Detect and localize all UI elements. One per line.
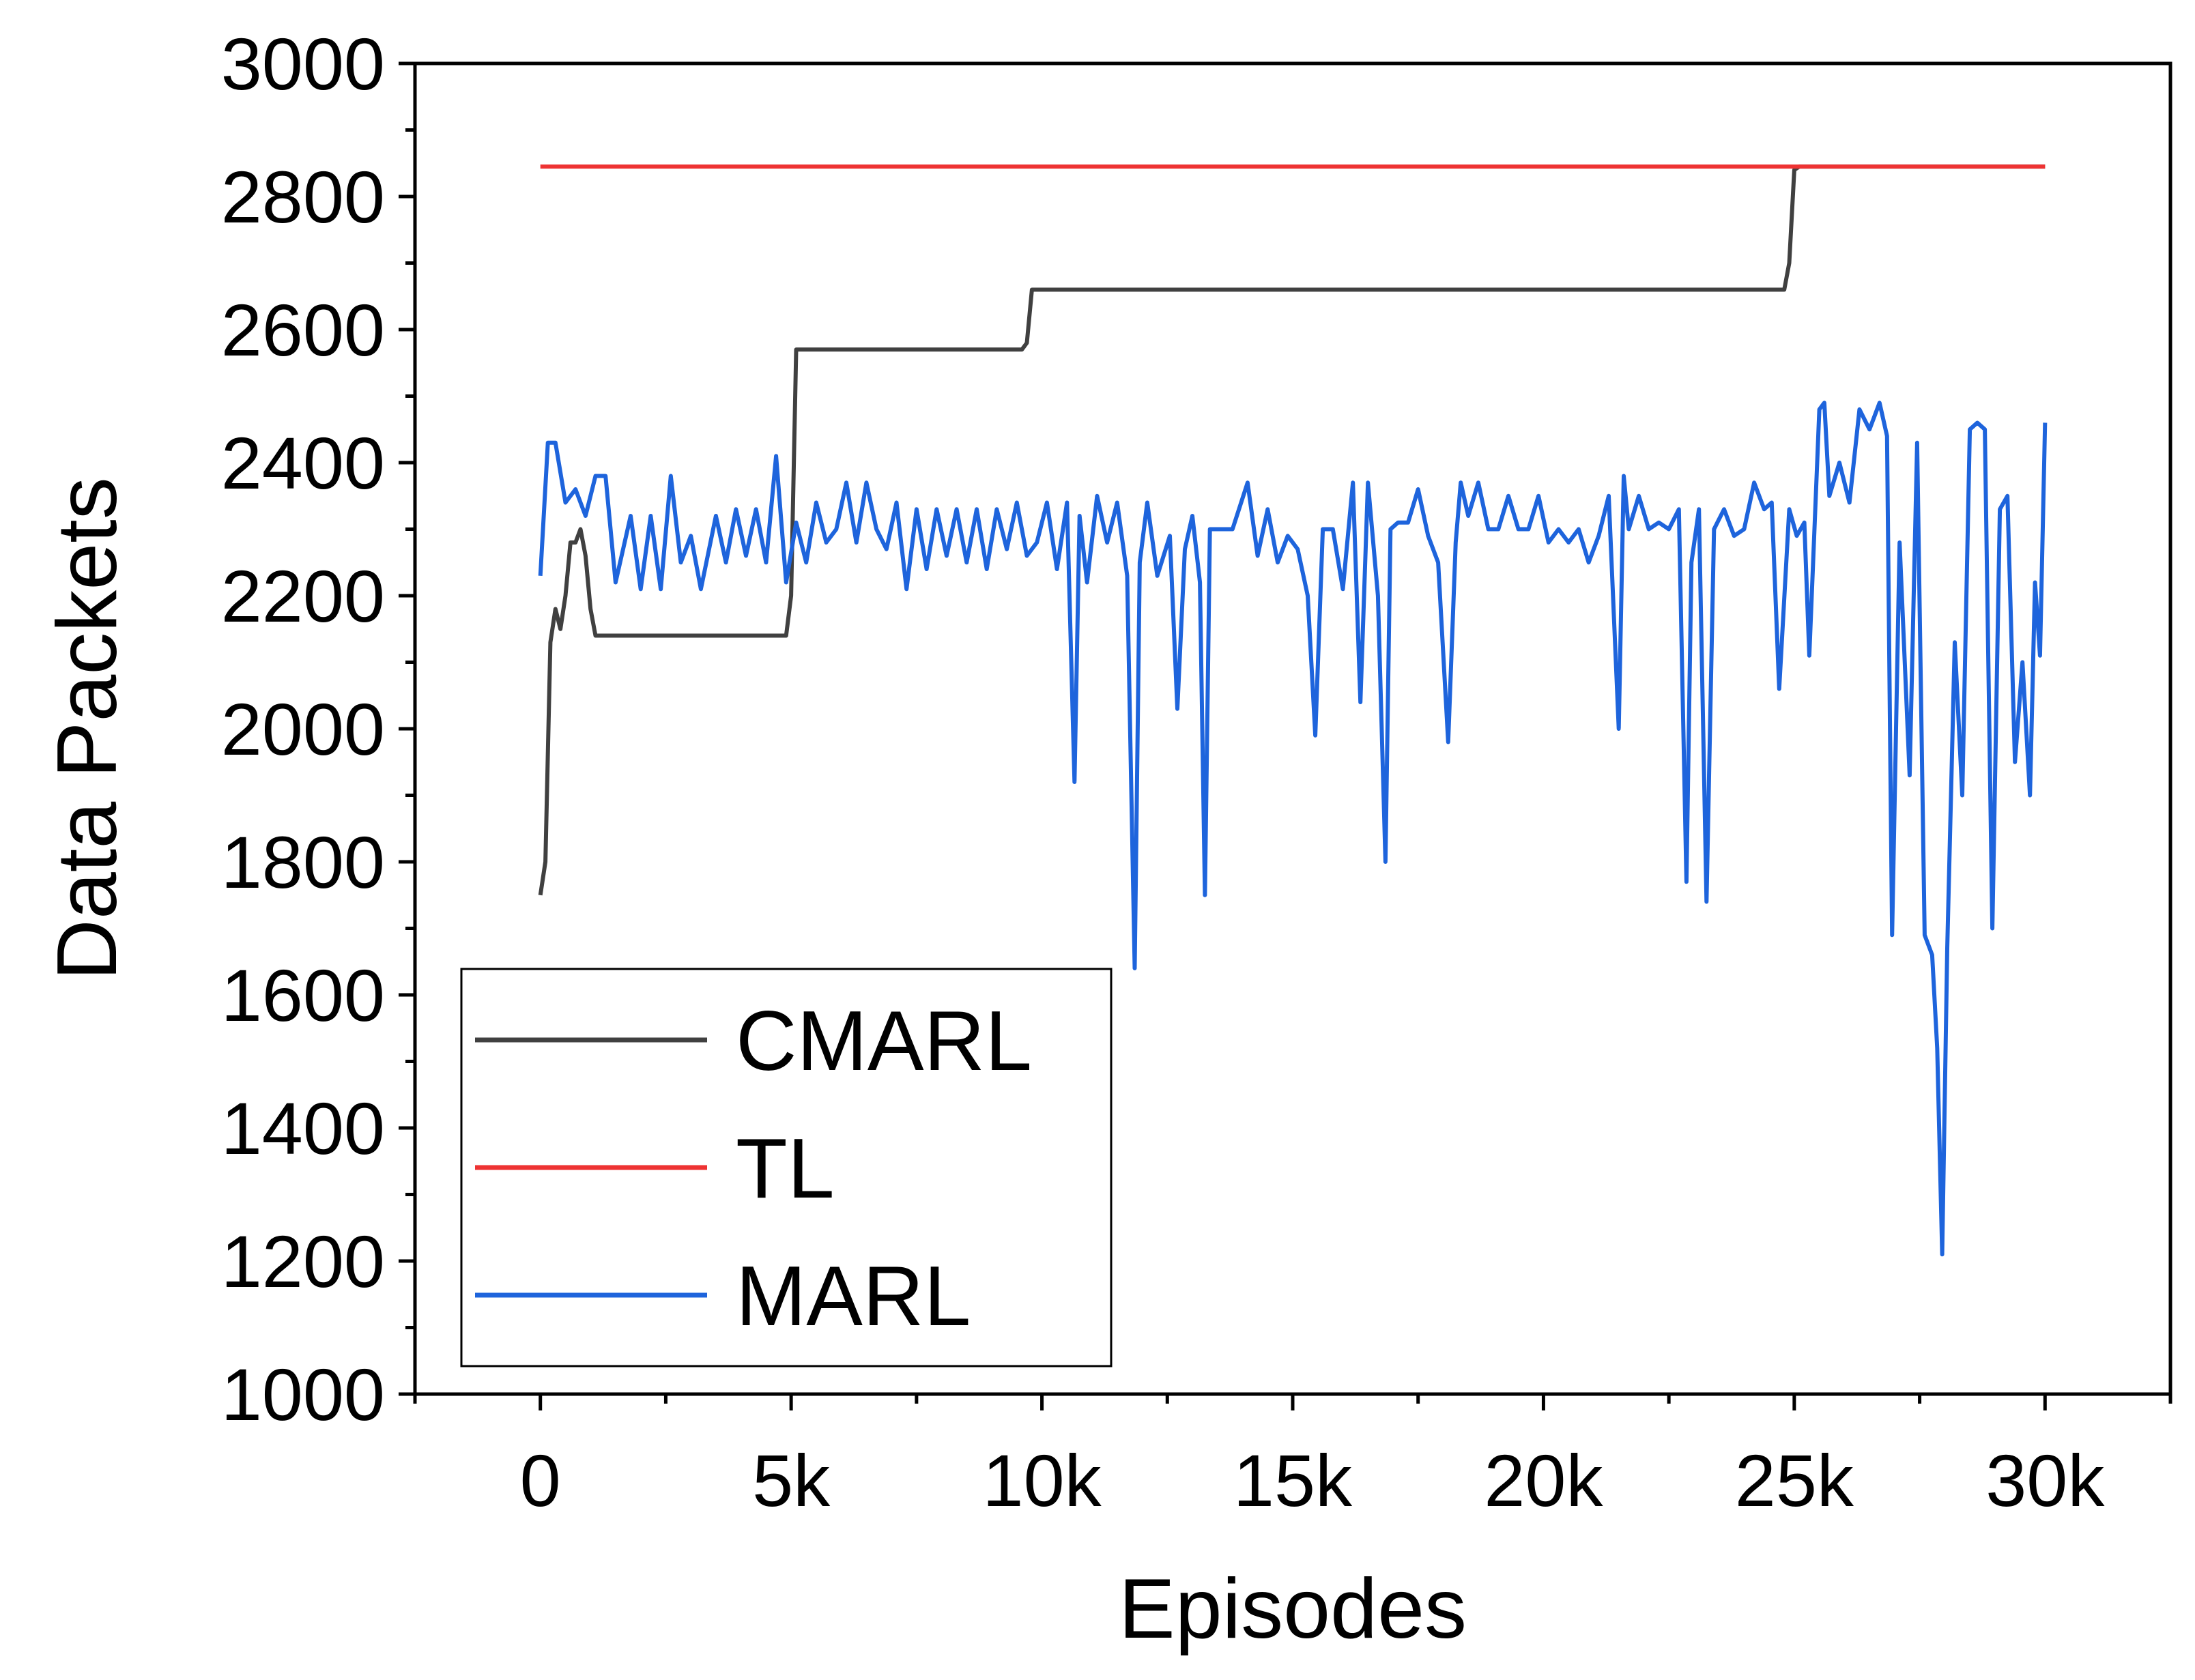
y-tick-label: 1600 [221,954,385,1037]
legend-label-marl: MARL [736,1249,971,1344]
y-tick-label: 2200 [221,555,385,637]
x-tick-label: 5k [752,1439,831,1522]
x-tick-label: 15k [1233,1439,1353,1522]
y-tick-label: 1000 [221,1353,385,1436]
legend: CMARL TL MARL [460,968,1113,1367]
axis-ticks [399,61,2172,1410]
axis-tick-labels: 0 5k 10k 15k 20k 25k 30k 1000 1200 1400 1600 1800 20… [221,23,2106,1522]
y-tick-label: 2600 [221,289,385,371]
series-line-cmarl [538,164,2046,896]
x-tick-label: 25k [1735,1439,1854,1522]
legend-label-cmarl: CMARL [736,994,1032,1088]
y-tick-label: 1200 [221,1220,385,1303]
y-tick-label: 2400 [221,422,385,504]
y-tick-label: 1400 [221,1087,385,1170]
y-tick-label: 2000 [221,688,385,770]
y-tick-label: 1800 [221,821,385,903]
y-tick-label: 3000 [221,23,385,105]
x-tick-label: 0 [520,1439,561,1522]
y-tick-label: 2800 [221,156,385,238]
series-line-marl [538,401,2048,1257]
x-tick-label: 20k [1484,1439,1603,1522]
x-axis-title: Episodes [1119,1562,1467,1656]
x-tick-label: 10k [983,1439,1102,1522]
y-axis-title: Data Packets [40,477,134,980]
legend-label-tl: TL [736,1122,835,1216]
x-tick-label: 30k [1985,1439,2105,1522]
plot-lines [538,164,2048,1257]
